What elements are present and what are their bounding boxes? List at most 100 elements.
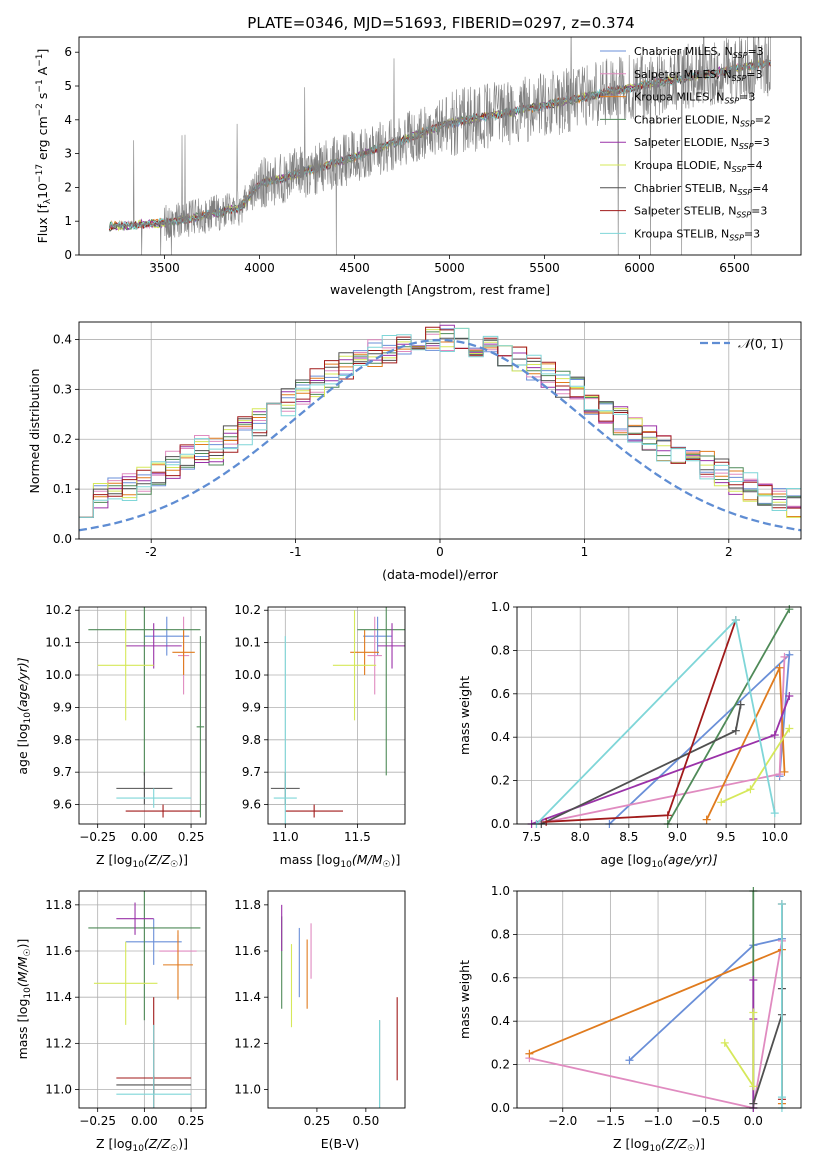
y-tick-label: 0.4 [53,332,72,346]
legend-label: Chabrier STELIB, NSSP=4 [634,182,768,197]
mass-weight-marker [777,900,786,909]
mass-weight-marker [775,663,784,672]
y-tick-label: 10.0 [45,668,72,682]
y-tick-label: 10.2 [234,603,261,617]
mass-weight-marker [749,1008,758,1017]
x-tick-label: −1.5 [596,1114,625,1128]
y-tick-label: 3 [64,147,72,161]
y-tick-label: 11.4 [234,990,261,1004]
y-tick-label: 10.1 [45,636,72,650]
mass-vs-metallicity-panel: −0.25 0.00 0.25 11.0 11.2 11.4 11.6 11.8 Z [log1… [15,890,207,1154]
x-axis-label: E(B-V) [321,1136,360,1151]
y-tick-label: 0.0 [53,532,72,546]
mass-weight-marker [525,1049,534,1058]
x-tick-label: -2 [145,545,157,559]
residual-histogram [79,327,801,518]
mass-weight-line [724,1012,755,1090]
x-tick-label: 6500 [719,261,750,275]
mass-weight-line [529,940,783,1108]
x-axis-label: Z [log10(Z/Z☉)] [96,1136,188,1154]
x-tick-label: 0.0 [744,1114,763,1128]
y-tick-label: 10.0 [234,668,261,682]
y-axis-label: mass weight [457,676,472,755]
mass-weight-marker [663,811,672,820]
y-tick-label: 11.6 [234,944,261,958]
x-tick-label: 0.25 [178,1114,205,1128]
x-tick-label: −2.0 [548,1114,577,1128]
y-axis-label: mass [log10(M/M☉)] [15,939,33,1060]
legend-label: Kroupa ELODIE, NSSP=4 [634,159,763,174]
x-tick-label: 0.25 [304,1114,331,1128]
x-axis-label: Z [log10(Z/Z☉)] [96,852,188,870]
observed-spectrum-line [109,37,771,255]
x-tick-label: 5500 [529,261,560,275]
y-tick-label: 9.7 [53,765,72,779]
axes-frame [516,606,802,825]
axes-frame [78,606,207,825]
y-tick-label: 11.0 [45,1083,72,1097]
y-tick-label: 0.6 [491,687,510,701]
x-tick-label: 0.00 [131,1114,158,1128]
x-axis-label: (data-model)/error [382,567,499,582]
y-tick-label: 4 [64,113,72,127]
residual-histogram [79,326,801,518]
mass-weight-marker [749,1082,758,1091]
mass-weight-marker [785,650,794,659]
legend-label: Salpeter MILES, NSSP=3 [634,68,763,83]
x-tick-label: −1.0 [643,1114,672,1128]
legend-label: Salpeter STELIB, NSSP=3 [634,205,767,220]
y-tick-label: 0.4 [491,730,510,744]
mass-weight-marker [625,1056,634,1065]
mass-weight-line [540,704,742,824]
y-tick-label: 9.9 [242,700,261,714]
x-tick-label: 4500 [339,261,370,275]
y-tick-label: 1 [64,214,72,228]
y-tick-label: 11.8 [234,898,261,912]
age-vs-mass-panel: 11.0 11.5 9.6 9.7 9.8 9.9 10.0 10.1 10.2 mass [lo… [234,603,406,870]
x-axis-label: age [log10(age/yr)] [600,852,717,870]
mass-weight-marker [770,731,779,740]
y-tick-label: 2 [64,180,72,194]
mass-weight-line [705,667,786,821]
x-tick-label: −0.25 [79,1114,116,1128]
axes-frame [78,890,207,1109]
x-tick-label: 10.0 [761,830,788,844]
legend-label: Chabrier MILES, NSSP=3 [634,45,764,60]
mass-weight-marker [785,724,794,733]
x-tick-label: 5000 [434,261,465,275]
x-axis-label: wavelength [Angstrom, rest frame] [330,282,550,297]
mass-weight-marker [731,726,740,735]
y-tick-label: 11.6 [45,944,72,958]
weight-vs-metallicity-panel: −2.0 −1.5 −1.0 −0.5 0.0 0.0 0.2 0.4 0.6 0.8 1.0 mas… [457,884,802,1154]
legend-label: 𝒩(0, 1) [738,336,784,351]
mass-weight-marker [780,767,789,776]
mass-weight-marker [731,616,740,625]
y-tick-label: 0.2 [491,774,510,788]
x-tick-label: 9.5 [717,830,736,844]
y-axis-label: Normed distribution [27,369,42,494]
x-tick-label: 1 [581,545,589,559]
age-vs-metallicity-panel: −0.25 0.00 0.25 9.6 9.7 9.8 9.9 10.0 10.1 10.2 Z [… [15,603,207,870]
y-tick-label: 0 [64,248,72,262]
y-tick-label: 1.0 [491,600,510,614]
y-axis-label: Flux [fλ10−17 erg cm−2 s−1 A−1] [35,49,53,244]
y-tick-label: 0.2 [53,432,72,446]
x-tick-label: 0.50 [352,1114,379,1128]
x-tick-label: 3500 [149,261,180,275]
residuals-panel: -2 -1 0 1 2 0.0 0.1 0.2 0.3 0.4 𝒩(0, 1) (data-model… [27,321,802,582]
y-tick-label: 11.2 [234,1036,261,1050]
y-axis-label: age [log10(age/yr)] [15,657,33,774]
y-tick-label: 0.3 [53,382,72,396]
x-tick-label: 0 [436,545,444,559]
x-axis-label: Z [log10(Z/Z☉)] [613,1136,705,1154]
x-tick-label: -1 [290,545,302,559]
x-tick-label: 2 [725,545,733,559]
y-tick-label: 11.2 [45,1036,72,1050]
mass-weight-line [531,695,791,824]
legend-label: Kroupa MILES, NSSP=3 [634,91,755,106]
mass-weight-marker [736,700,745,709]
x-tick-label: 0.25 [178,830,205,844]
legend-label: Salpeter ELODIE, NSSP=3 [634,136,770,151]
x-tick-label: 9.0 [668,830,687,844]
y-tick-label: 11.0 [234,1083,261,1097]
